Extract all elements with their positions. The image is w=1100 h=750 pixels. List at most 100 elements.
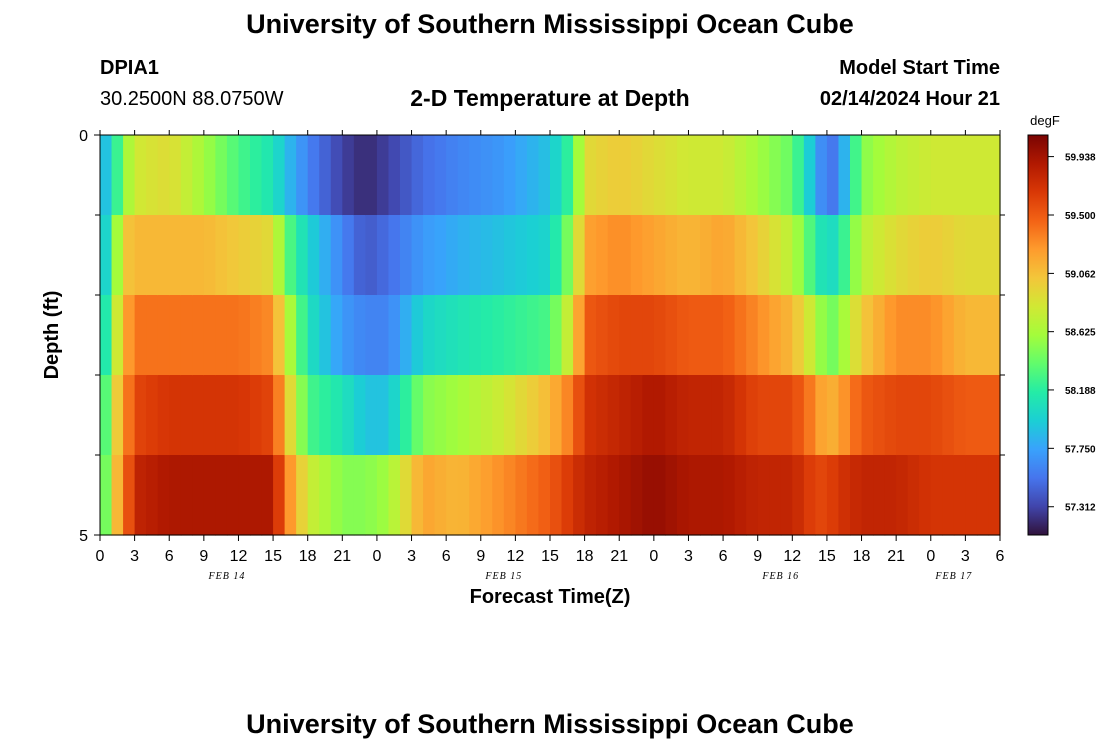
heatmap-cell [169, 375, 182, 456]
date-label: FEB 15 [484, 571, 522, 582]
heatmap-cell [653, 375, 666, 456]
heatmap-cell [861, 215, 874, 296]
heatmap-cell [861, 295, 874, 376]
heatmap-cell [919, 295, 932, 376]
heatmap-cell [411, 455, 424, 536]
heatmap-cell [238, 215, 251, 296]
heatmap-cell [400, 135, 413, 216]
heatmap-cell [965, 135, 978, 216]
heatmap-cell [676, 295, 690, 376]
heatmap-cell [134, 135, 147, 216]
heatmap-cell [630, 375, 643, 456]
y-axis-label: Depth (ft) [41, 291, 63, 380]
heatmap-cell [457, 135, 470, 216]
heatmap-cell [157, 215, 170, 296]
heatmap-cell [746, 375, 759, 456]
heatmap-cell [203, 455, 216, 536]
heatmap-cell [111, 455, 124, 536]
heatmap-cell [307, 215, 320, 296]
heatmap-cell [503, 375, 516, 456]
heatmap-cell [550, 375, 563, 456]
heatmap-cell [238, 135, 251, 216]
heatmap-cell [550, 215, 563, 296]
heatmap-cell [930, 135, 943, 216]
heatmap-cell [169, 455, 182, 536]
heatmap-cell [850, 215, 863, 296]
heatmap-cell [711, 215, 724, 296]
heatmap-cell [111, 375, 124, 456]
heatmap-cell [376, 455, 390, 536]
heatmap-cell [700, 295, 713, 376]
heatmap-cell [157, 295, 170, 376]
x-tick-label: 15 [541, 548, 559, 565]
heatmap-cell [757, 455, 770, 536]
heatmap-cell [757, 215, 770, 296]
heatmap-cell [134, 295, 147, 376]
heatmap-cell [446, 375, 459, 456]
heatmap-cell [815, 375, 828, 456]
heatmap-cell [365, 375, 378, 456]
heatmap-cell [330, 295, 343, 376]
heatmap-cell [261, 455, 274, 536]
heatmap-cell [907, 215, 920, 296]
heatmap-cell [538, 215, 551, 296]
heatmap-cell [850, 135, 863, 216]
heatmap-cell [411, 375, 424, 456]
heatmap-cell [503, 295, 516, 376]
heatmap-cell [653, 215, 666, 296]
heatmap-cell [896, 375, 909, 456]
heatmap-cell [642, 375, 655, 456]
heatmap-cell [976, 295, 990, 376]
heatmap-cell [469, 215, 482, 296]
heatmap-cell [480, 215, 493, 296]
heatmap-cell [526, 135, 540, 216]
heatmap-cell [284, 295, 297, 376]
x-tick-label: 6 [442, 548, 451, 565]
x-tick-label: 0 [372, 548, 381, 565]
heatmap-cell [100, 375, 113, 456]
colorbar-tick-label: 59.938 [1065, 153, 1096, 164]
heatmap-cell [596, 295, 609, 376]
heatmap-cell [515, 135, 528, 216]
heatmap-cell [111, 215, 124, 296]
heatmap-cell [676, 215, 690, 296]
footer-title: University of Southern Mississippi Ocean… [246, 709, 854, 739]
heatmap-cell [596, 215, 609, 296]
heatmap-cell [180, 135, 193, 216]
heatmap-cell [423, 295, 436, 376]
heatmap-cell [250, 215, 263, 296]
heatmap-cell [192, 295, 205, 376]
colorbar-tick-label: 59.500 [1065, 211, 1096, 222]
heatmap-cell [376, 215, 390, 296]
heatmap-cell [838, 455, 851, 536]
heatmap-cell [261, 215, 274, 296]
x-tick-label: 9 [199, 548, 208, 565]
heatmap-cell [930, 295, 943, 376]
heatmap-cell [734, 135, 747, 216]
heatmap-cell [942, 295, 955, 376]
heatmap-cell [526, 455, 540, 536]
heatmap-cell [169, 295, 182, 376]
heatmap-cell [226, 215, 240, 296]
heatmap-cell [769, 295, 782, 376]
heatmap-cell [838, 215, 851, 296]
x-tick-label: 18 [576, 548, 594, 565]
heatmap-cell [665, 215, 678, 296]
heatmap-cell [676, 135, 690, 216]
heatmap-cell [780, 135, 793, 216]
heatmap-cell [584, 135, 597, 216]
y-axis: 05 [79, 128, 1005, 545]
heatmap-cell [376, 375, 390, 456]
heatmap-cell [630, 135, 643, 216]
x-tick-label: 9 [753, 548, 762, 565]
date-label: FEB 17 [934, 571, 972, 582]
heatmap-cell [388, 135, 401, 216]
heatmap-cell [907, 455, 920, 536]
x-tick-label: 15 [818, 548, 836, 565]
heatmap-cell [607, 375, 620, 456]
heatmap-cell [330, 135, 343, 216]
heatmap-cell [953, 375, 966, 456]
heatmap-cell [273, 135, 286, 216]
heatmap-cell [965, 215, 978, 296]
heatmap-cell [503, 455, 516, 536]
